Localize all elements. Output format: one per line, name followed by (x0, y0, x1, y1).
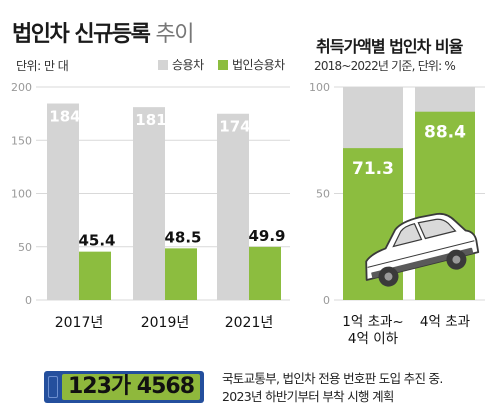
car-illustration (365, 212, 480, 287)
bar-corporate (249, 246, 281, 300)
footnote-line-2: 2023년 하반기부터 부착 시행 계획 (222, 389, 394, 404)
bar-corporate-value: 49.9 (248, 227, 285, 245)
left-x-tick-label: 2019년 (141, 315, 190, 331)
right-x-tick-label: 4억 초과 (420, 314, 470, 330)
main-title: 법인차 신규등록 추이 (12, 22, 195, 47)
bar-share-value: 71.3 (352, 159, 394, 179)
bar-passenger-value: 184.5 (49, 108, 96, 126)
license-plate-side-mark (48, 376, 58, 398)
license-plate-number: 123가 4568 (62, 374, 200, 400)
bar-passenger (217, 113, 249, 300)
left-y-tick-label: 200 (11, 81, 32, 94)
right-unit-label: 2018~2022년 기준, 단위: % (314, 59, 456, 73)
car-hub-rear (452, 255, 461, 264)
left-x-tick-label: 2017년 (55, 315, 104, 331)
bar-corporate (165, 248, 197, 300)
left-x-tick-label: 2021년 (225, 315, 274, 331)
car-side-line (367, 240, 475, 268)
left-y-tick-label: 0 (25, 294, 32, 307)
legend-swatch-passenger (158, 59, 168, 70)
bar-corporate-value: 48.5 (164, 228, 201, 246)
bar-passenger-value: 181.1 (135, 111, 182, 129)
left-y-tick-label: 100 (11, 188, 32, 201)
bar-share (415, 111, 475, 300)
right-y-tick-label: 0 (323, 294, 330, 307)
right-y-tick-label: 100 (309, 81, 330, 94)
right-x-tick-label: 1억 초과~ (342, 314, 403, 330)
left-y-tick-label: 150 (11, 134, 32, 147)
legend-label-passenger: 승용차 (172, 58, 204, 72)
footnote: 국토교통부, 법인차 전용 번호판 도입 추진 중. 2023년 하반기부터 부… (222, 370, 443, 406)
left-unit-label: 단위: 만 대 (16, 59, 69, 73)
left-y-tick-label: 50 (18, 241, 32, 254)
car-window-front (392, 223, 423, 248)
bar-share-value: 88.4 (424, 123, 466, 143)
bar-passenger (47, 103, 79, 300)
bar-passenger-value: 174.9 (219, 118, 266, 136)
car-window-rear (417, 218, 457, 240)
legend-label-corporate: 법인승용차 (232, 58, 285, 72)
legend-item-passenger: 승용차 (158, 56, 204, 73)
right-y-tick-label: 50 (316, 188, 330, 201)
legend-item-corporate: 법인승용차 (218, 56, 285, 73)
bar-corporate (79, 251, 111, 300)
car-hub-front (384, 272, 393, 281)
bar-corporate-value: 45.4 (78, 232, 115, 250)
footnote-line-1: 국토교통부, 법인차 전용 번호판 도입 추진 중. (222, 371, 443, 386)
bar-passenger (133, 107, 165, 300)
right-x-tick-label: 4억 이하 (348, 331, 399, 347)
legend-swatch-corporate (218, 59, 228, 70)
right-chart-title: 취득가액별 법인차 비율 (316, 37, 463, 56)
